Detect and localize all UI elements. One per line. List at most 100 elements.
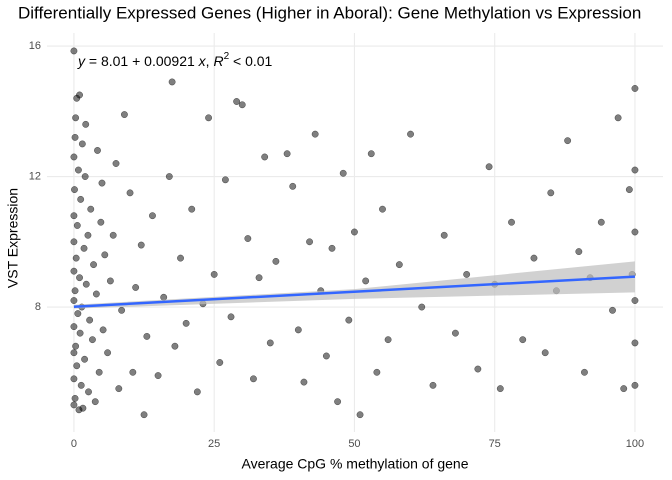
point	[70, 375, 78, 383]
point	[609, 306, 616, 314]
point	[120, 111, 128, 119]
point	[238, 101, 246, 109]
point	[350, 228, 358, 236]
point	[463, 270, 471, 278]
point	[82, 280, 90, 288]
x-axis-label: Average CpG % methylation of gene	[242, 456, 469, 472]
point	[73, 222, 81, 229]
point	[76, 91, 83, 99]
point	[82, 120, 90, 128]
point	[75, 406, 83, 414]
point	[91, 398, 99, 406]
point	[71, 133, 79, 141]
point	[118, 306, 126, 314]
point	[328, 244, 336, 252]
point	[76, 329, 84, 337]
x-tick-label: 25	[208, 438, 220, 450]
point	[530, 254, 538, 262]
point	[126, 189, 134, 197]
point	[407, 130, 414, 138]
y-tick-label: 16	[29, 40, 41, 52]
point	[168, 78, 176, 86]
point	[77, 195, 85, 203]
point	[631, 339, 639, 347]
point	[631, 297, 639, 304]
point	[440, 231, 448, 239]
annotation-part: y	[77, 53, 86, 69]
x-tick-label: 0	[71, 438, 77, 450]
point	[70, 47, 78, 55]
point	[81, 173, 89, 180]
point	[519, 336, 527, 344]
point	[70, 238, 78, 246]
x-tick-label: 100	[626, 438, 644, 450]
point	[367, 150, 375, 158]
annotation-part: R	[213, 53, 223, 69]
point	[261, 153, 269, 161]
point	[373, 368, 381, 376]
point	[171, 342, 179, 350]
point	[294, 326, 302, 334]
point	[311, 130, 319, 138]
annotation-part: = 8.01 + 0.00921	[85, 53, 199, 69]
point	[362, 277, 370, 285]
point	[395, 261, 403, 269]
point	[115, 385, 123, 393]
point	[306, 238, 314, 246]
point	[496, 385, 504, 393]
point	[322, 352, 330, 360]
point	[86, 316, 94, 324]
point	[70, 153, 78, 161]
point	[90, 261, 98, 269]
point	[508, 218, 515, 226]
point	[84, 231, 92, 239]
y-tick-label: 12	[29, 170, 41, 182]
point	[71, 394, 79, 402]
point	[625, 186, 633, 194]
point	[72, 254, 80, 262]
annotation-part: ,	[206, 53, 214, 69]
point	[334, 398, 342, 406]
point	[87, 205, 95, 213]
point	[418, 303, 426, 311]
point	[95, 368, 103, 376]
point	[356, 411, 364, 419]
point	[216, 359, 224, 366]
point	[70, 349, 78, 357]
point	[71, 186, 78, 194]
point	[154, 372, 162, 380]
point	[143, 332, 151, 340]
point	[137, 241, 145, 249]
point	[70, 297, 78, 304]
point	[283, 150, 291, 158]
point	[94, 146, 101, 154]
point	[72, 342, 80, 350]
point	[384, 336, 392, 344]
point	[451, 329, 459, 337]
point	[614, 114, 622, 122]
regression-line	[73, 275, 636, 308]
point	[78, 140, 86, 148]
point	[104, 349, 112, 357]
point	[74, 166, 82, 174]
point	[193, 388, 201, 396]
point	[300, 378, 308, 386]
point	[112, 160, 120, 167]
point	[70, 267, 78, 275]
point	[429, 381, 437, 389]
point	[244, 235, 252, 242]
point	[80, 244, 88, 252]
point	[140, 411, 148, 419]
point	[575, 248, 583, 256]
point	[109, 231, 117, 239]
point	[177, 254, 184, 262]
point	[99, 326, 107, 334]
point	[564, 137, 572, 145]
point	[70, 323, 78, 331]
point	[72, 114, 80, 122]
point	[74, 310, 82, 318]
point	[98, 179, 106, 187]
point	[205, 114, 213, 122]
point	[76, 274, 83, 282]
point	[266, 339, 274, 347]
